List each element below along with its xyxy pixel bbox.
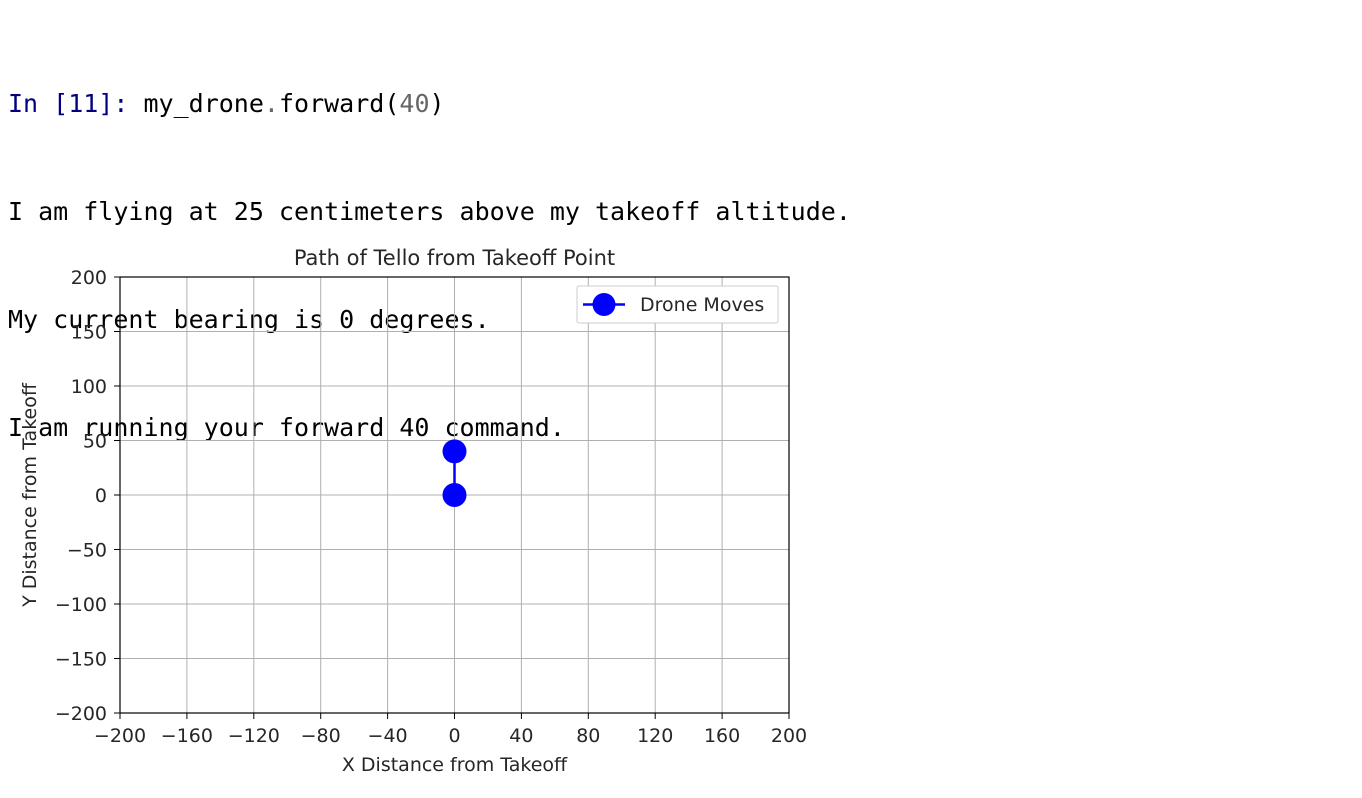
- x-tick-label: −160: [161, 725, 213, 747]
- output-line: My current bearing is 0 degrees.: [8, 305, 490, 334]
- input-prompt: In [11]:: [8, 89, 129, 118]
- y-axis-ticks: −200 −150 −100 −50 0 50 100 150 200: [55, 267, 120, 725]
- legend-box: [576, 285, 779, 324]
- x-tick-label: −40: [368, 725, 408, 747]
- x-tick-label: 40: [509, 725, 533, 747]
- y-tick-label: −50: [67, 540, 107, 562]
- x-tick-label: −80: [301, 725, 341, 747]
- y-tick-label: 200: [71, 267, 107, 289]
- x-axis-ticks: −200 −160 −120 −80 −40 0 40 80 120 160 200: [94, 713, 807, 747]
- y-axis-label: Y Distance from Takeoff: [19, 382, 41, 608]
- x-tick-label: 120: [637, 725, 673, 747]
- code-dot: .: [263, 89, 279, 118]
- y-tick-label: 100: [71, 376, 107, 398]
- x-tick-label: 160: [704, 725, 740, 747]
- y-tick-label: −150: [55, 649, 107, 671]
- x-tick-label: 200: [771, 725, 807, 747]
- code-function: forward(: [278, 89, 400, 118]
- code-input-line[interactable]: In [11]: my_drone.forward(40): [8, 86, 851, 122]
- y-tick-label: 50: [83, 431, 107, 453]
- x-tick-label: 80: [576, 725, 600, 747]
- series-drone-moves: [442, 439, 467, 507]
- code-argument: 40: [399, 89, 430, 118]
- drone-path-chart: −200 −160 −120 −80 −40 0 40 80 120 160 200 −200 −15…: [19, 246, 807, 776]
- y-tick-label: 150: [71, 322, 107, 344]
- code-close-paren: ): [429, 89, 445, 118]
- x-axis-label: X Distance from Takeoff: [342, 754, 568, 776]
- y-tick-label: −100: [55, 594, 107, 616]
- code-object: my_drone: [143, 89, 264, 118]
- data-point: [442, 483, 467, 507]
- x-tick-label: −200: [94, 725, 146, 747]
- notebook-cell: In [11]: my_drone.forward(40) I am flyin…: [8, 14, 851, 482]
- x-tick-label: −120: [228, 725, 280, 747]
- output-line: I am flying at 25 centimeters above my t…: [8, 197, 851, 226]
- legend-marker: [592, 293, 616, 316]
- legend: Drone Moves: [576, 285, 779, 324]
- data-point: [442, 439, 467, 464]
- x-tick-label: 0: [448, 725, 460, 747]
- output-line: I am running your forward 40 command.: [8, 413, 565, 442]
- chart-title: Path of Tello from Takeoff Point: [294, 246, 615, 270]
- y-tick-label: −200: [55, 703, 107, 725]
- legend-label: Drone Moves: [640, 294, 764, 316]
- y-tick-label: 0: [95, 485, 107, 507]
